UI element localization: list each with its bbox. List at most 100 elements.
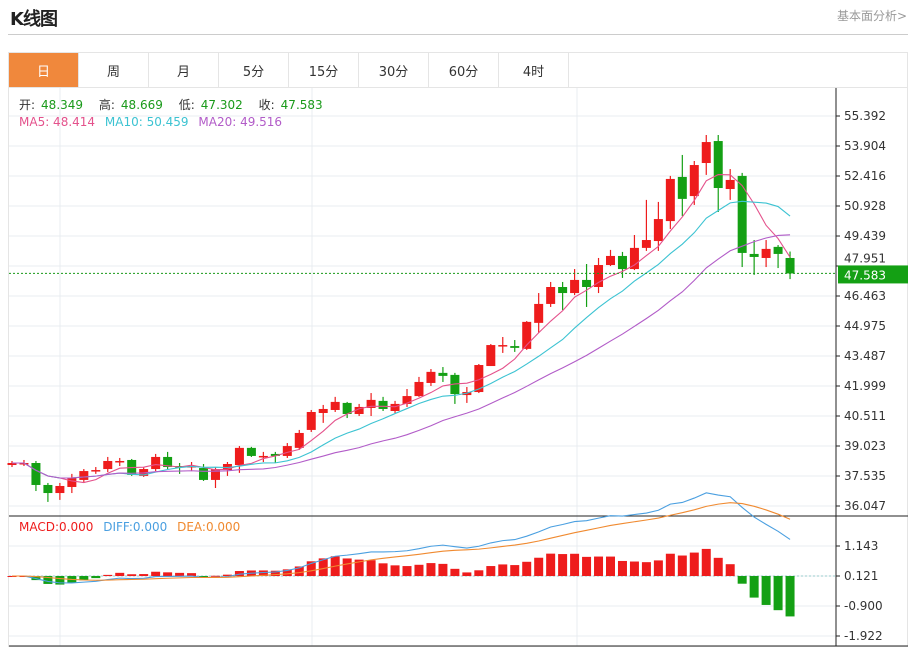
macd-bar: [234, 571, 244, 577]
candle: [558, 281, 568, 310]
close-label: 收:: [258, 98, 275, 112]
price-tick-label: 41.999: [844, 379, 886, 393]
macd-bar: [414, 564, 424, 577]
candle: [67, 473, 77, 494]
macd-bar: [629, 561, 639, 577]
macd-bar: [522, 561, 532, 577]
candle-body: [773, 246, 783, 254]
candle-body: [258, 455, 268, 458]
candle-body: [91, 470, 101, 472]
candle: [354, 403, 364, 417]
macd-bar: [617, 560, 627, 577]
macd-bar: [139, 574, 149, 577]
candle: [318, 404, 328, 423]
high-value: 48.669: [120, 98, 163, 112]
macd-bar: [546, 553, 556, 577]
candle: [43, 482, 53, 502]
tab-6[interactable]: 60分: [429, 53, 499, 87]
ohlc-info: 开: 48.349 高: 48.669 低: 47.302 收: 47.583: [19, 96, 335, 113]
macd-bar: [594, 556, 604, 577]
macd-bar: [294, 566, 304, 577]
dea-value: DEA:0.000: [177, 520, 241, 534]
candle: [438, 367, 448, 382]
macd-tick-label: 0.121: [844, 569, 878, 583]
divider: [8, 34, 908, 35]
macd-bar: [199, 576, 209, 578]
ma10-value: MA10: 50.459: [104, 115, 189, 129]
macd-bar: [91, 576, 101, 579]
macd-bar: [737, 576, 747, 584]
candle-body: [725, 179, 735, 190]
price-tick-label: 50.928: [844, 199, 886, 213]
candle-body: [498, 345, 508, 347]
candle-body: [67, 477, 77, 487]
tab-1[interactable]: 周: [79, 53, 149, 87]
candle-body: [653, 219, 663, 242]
candle: [653, 201, 663, 251]
macd-bar: [115, 572, 125, 577]
candle-body: [582, 279, 592, 287]
macd-bar: [450, 568, 460, 577]
price-tick-label: 55.392: [844, 109, 886, 123]
price-tick-label: 49.439: [844, 229, 886, 243]
candle-body: [354, 406, 364, 415]
candle: [713, 134, 723, 213]
candle-body: [737, 175, 747, 253]
macd-bar: [486, 566, 496, 577]
high-label: 高:: [98, 98, 115, 112]
price-tick-label: 44.975: [844, 319, 886, 333]
candle-body: [594, 265, 604, 287]
open-label: 开:: [19, 98, 36, 112]
tab-2[interactable]: 月: [149, 53, 219, 87]
candle-body: [163, 456, 173, 468]
candle: [534, 293, 544, 333]
candle: [498, 336, 508, 353]
candle: [677, 154, 687, 217]
fundamental-analysis-link[interactable]: 基本面分析>: [836, 9, 907, 23]
candle: [103, 456, 113, 473]
candle: [450, 372, 460, 404]
candle-body: [785, 257, 795, 274]
macd-bar: [785, 576, 795, 617]
macd-bar: [175, 572, 185, 577]
macd-info: MACD:0.000 DIFF:0.000 DEA:0.000: [19, 520, 246, 534]
candle: [402, 389, 412, 407]
macd-bar: [318, 558, 328, 577]
candle: [665, 175, 675, 229]
macd-bar: [582, 556, 592, 577]
candle-body: [510, 346, 520, 348]
candle-body: [689, 165, 699, 197]
price-tick-label: 53.904: [844, 139, 886, 153]
macd-bar: [151, 571, 161, 577]
tab-5[interactable]: 30分: [359, 53, 429, 87]
macd-bar: [378, 563, 388, 577]
price-tick-label: 39.023: [844, 439, 886, 453]
candle: [582, 264, 592, 307]
page-title: K线图: [10, 9, 58, 30]
candle-body: [438, 372, 448, 376]
macd-bar: [725, 564, 735, 577]
candle-body: [414, 381, 424, 397]
macd-bar: [402, 566, 412, 577]
ma10-line: [12, 200, 791, 479]
macd-bar: [498, 564, 508, 577]
tab-0[interactable]: 日: [9, 53, 79, 87]
candle: [258, 451, 268, 462]
macd-bar: [701, 548, 711, 577]
macd-bar: [749, 576, 759, 598]
candle-body: [570, 279, 580, 294]
price-tick-label: 52.416: [844, 169, 886, 183]
ma-info: MA5: 48.414 MA10: 50.459 MA20: 49.516: [19, 115, 288, 129]
candle-body: [294, 432, 304, 448]
macd-bar: [79, 576, 89, 581]
candle: [510, 340, 520, 352]
tab-3[interactable]: 5分: [219, 53, 289, 87]
candle: [773, 245, 783, 269]
candle-body: [199, 468, 209, 480]
macd-bar: [342, 558, 352, 577]
tab-7[interactable]: 4时: [499, 53, 569, 87]
tab-4[interactable]: 15分: [289, 53, 359, 87]
candle: [115, 457, 125, 467]
price-tick-label: 40.511: [844, 409, 886, 423]
